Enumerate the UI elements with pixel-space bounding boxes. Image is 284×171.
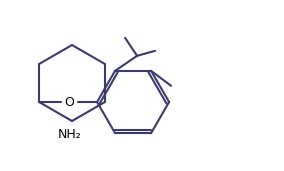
Text: NH₂: NH₂ [58,128,82,141]
Text: O: O [64,95,74,109]
